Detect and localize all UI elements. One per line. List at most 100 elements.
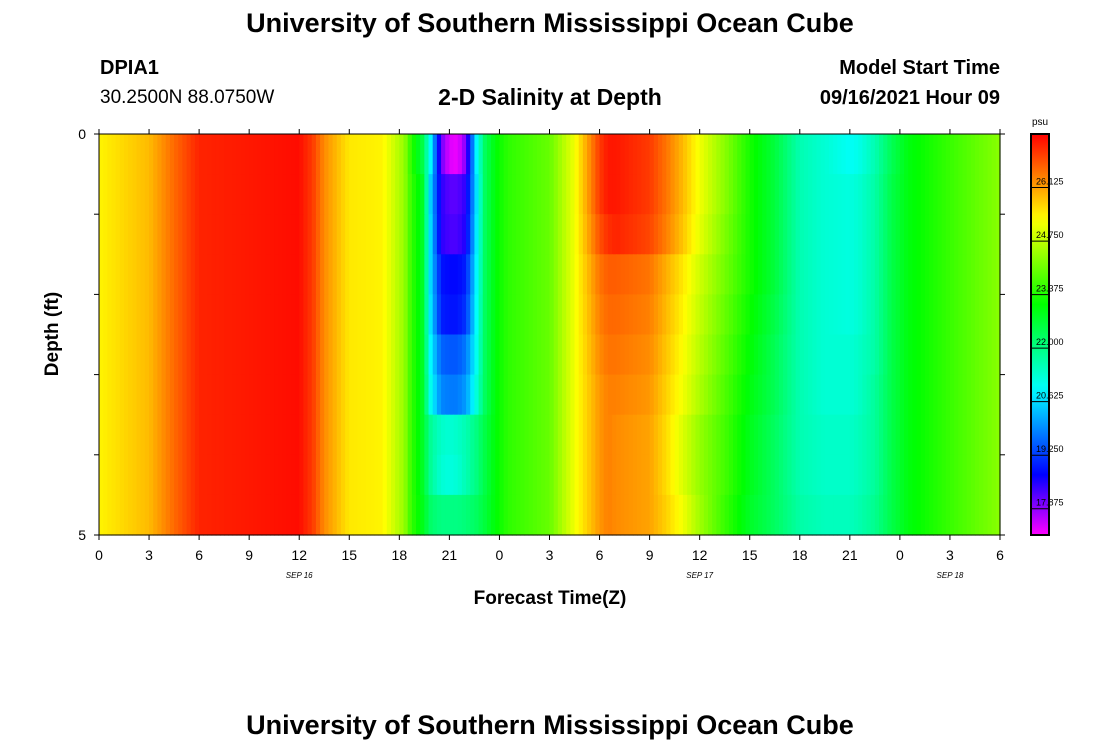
heatmap-cell	[854, 254, 859, 295]
heatmap-cell	[616, 294, 622, 336]
heatmap-cell	[499, 294, 505, 336]
heatmap-cell	[286, 334, 292, 376]
heatmap-cell	[378, 214, 384, 255]
heatmap-cell	[520, 254, 526, 295]
heatmap-cell	[966, 374, 972, 416]
heatmap-cell	[532, 214, 538, 255]
heatmap-cell	[495, 334, 501, 376]
heatmap-cell	[612, 414, 617, 456]
heatmap-cell	[945, 494, 951, 536]
heatmap-cell	[933, 254, 939, 295]
heatmap-cell	[908, 334, 913, 376]
heatmap-cell	[879, 414, 884, 456]
heatmap-cell	[99, 254, 104, 295]
heatmap-cell	[532, 414, 538, 456]
heatmap-cell	[870, 174, 876, 215]
heatmap-cell	[824, 174, 830, 215]
heatmap-cell	[991, 374, 997, 416]
heatmap-cell	[278, 414, 284, 456]
heatmap-cell	[345, 254, 350, 295]
heatmap-cell	[733, 374, 738, 416]
heatmap-cell	[728, 294, 734, 336]
heatmap-cell	[457, 334, 463, 376]
heatmap-cell	[461, 414, 467, 456]
heatmap-cell	[382, 254, 388, 295]
heatmap-cell	[286, 294, 292, 336]
heatmap-cell	[140, 134, 146, 175]
heatmap-cell	[353, 494, 359, 536]
heatmap-cell	[741, 214, 747, 255]
heatmap-cell	[657, 174, 663, 215]
heatmap-cell	[945, 414, 951, 456]
heatmap-cell	[278, 174, 284, 215]
heatmap-cell	[453, 374, 459, 416]
heatmap-cell	[374, 214, 380, 255]
heatmap-cell	[899, 374, 905, 416]
heatmap-cell	[570, 294, 576, 336]
heatmap-cell	[299, 134, 304, 175]
heatmap-cell	[253, 294, 259, 336]
heatmap-cell	[111, 494, 117, 536]
heatmap-cell	[336, 414, 342, 456]
heatmap-cell	[912, 134, 918, 175]
heatmap-cell	[937, 414, 943, 456]
heatmap-cell	[841, 374, 847, 416]
heatmap-cell	[174, 454, 179, 496]
heatmap-cell	[699, 294, 705, 336]
heatmap-cell	[837, 254, 843, 295]
heatmap-cell	[716, 374, 722, 416]
heatmap-cell	[849, 334, 855, 376]
heatmap-cell	[253, 494, 259, 536]
heatmap-cell	[904, 454, 909, 496]
heatmap-cell	[766, 494, 772, 536]
heatmap-cell	[787, 414, 793, 456]
heatmap-cell	[912, 294, 918, 336]
heatmap-cell	[866, 174, 872, 215]
heatmap-cell	[678, 414, 684, 456]
heatmap-cell	[278, 254, 284, 295]
x-tick-label: 12	[692, 547, 708, 563]
heatmap-cell	[403, 454, 409, 496]
heatmap-cell	[745, 334, 751, 376]
heatmap-cell	[666, 214, 672, 255]
heatmap-cell	[774, 334, 780, 376]
heatmap-cell	[261, 214, 267, 255]
heatmap-cell	[516, 294, 521, 336]
heatmap-cell	[632, 294, 638, 336]
heatmap-cell	[737, 294, 742, 336]
heatmap-cell	[290, 134, 296, 175]
heatmap-cell	[795, 214, 801, 255]
heatmap-cell	[899, 214, 905, 255]
heatmap-cell	[941, 294, 947, 336]
heatmap-cell	[674, 214, 680, 255]
heatmap-cell	[295, 214, 300, 255]
heatmap-cell	[157, 494, 163, 536]
heatmap-cell	[115, 294, 121, 336]
heatmap-cell	[119, 454, 125, 496]
heatmap-cell	[616, 134, 622, 175]
heatmap-cell	[858, 494, 863, 536]
heatmap-cell	[407, 254, 413, 295]
heatmap-cell	[987, 414, 993, 456]
heatmap-cell	[140, 414, 146, 456]
heatmap-cell	[866, 374, 872, 416]
heatmap-cell	[958, 174, 964, 215]
heatmap-cell	[315, 214, 321, 255]
heatmap-cell	[929, 254, 934, 295]
heatmap-cell	[937, 334, 943, 376]
heatmap-cell	[674, 254, 680, 295]
heatmap-cell	[441, 214, 446, 255]
heatmap-cell	[165, 254, 171, 295]
heatmap-cell	[983, 174, 989, 215]
heatmap-cell	[682, 174, 688, 215]
heatmap-cell	[207, 174, 213, 215]
colorbar-tick-label: 23.375	[1036, 284, 1064, 294]
heatmap-cell	[674, 134, 680, 175]
heatmap-cell	[858, 374, 863, 416]
heatmap-cell	[153, 294, 158, 336]
heatmap-cell	[199, 494, 204, 536]
heatmap-cell	[762, 254, 768, 295]
heatmap-cell	[849, 374, 855, 416]
heatmap-cell	[612, 174, 617, 215]
heatmap-cell	[157, 214, 163, 255]
